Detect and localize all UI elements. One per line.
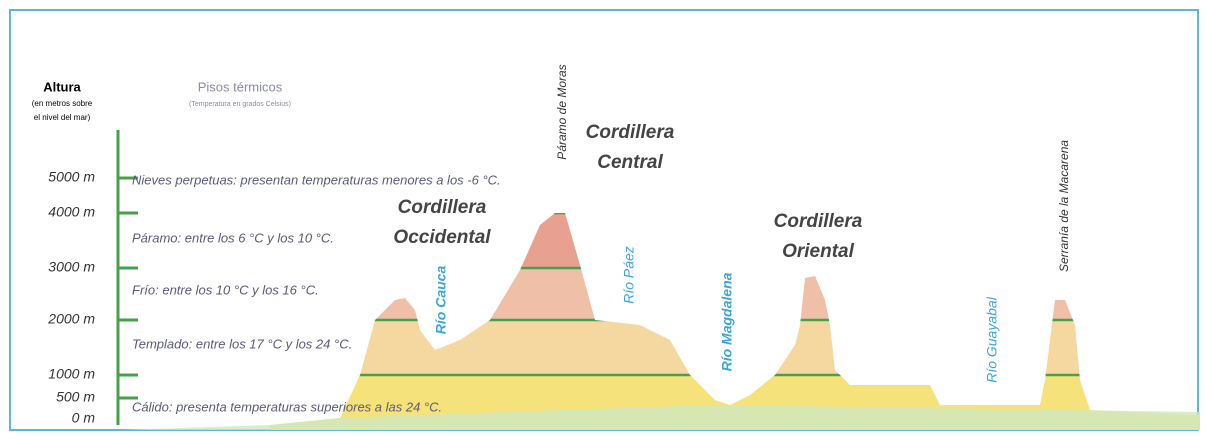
lowland [120, 405, 1200, 430]
altitude-label: 5000 m [48, 169, 95, 185]
range-label: Cordillera [398, 197, 487, 218]
floor-label: Cálido: presenta temperaturas superiores… [132, 399, 442, 414]
axis-title: Altura [43, 79, 81, 94]
peak-label: Serranía de la Macarena [1057, 140, 1071, 272]
range-label: Occidental [393, 227, 491, 248]
altitude-label: 1000 m [48, 366, 95, 382]
river-label: Río Guayabal [984, 296, 1000, 382]
peak-label: Páramo de Moras [555, 64, 569, 159]
range-label: Cordillera [586, 122, 675, 143]
axis-subtitle: el nivel del mar) [34, 113, 91, 122]
axis-subtitle: (en metros sobre [32, 99, 93, 108]
floors-title: Pisos térmicos [198, 79, 283, 94]
floor-label: Páramo: entre los 6 °C y los 10 °C. [132, 230, 334, 245]
ticks [118, 176, 138, 400]
floor-label: Frío: entre los 10 °C y los 16 °C. [132, 282, 319, 297]
floor-label: Nieves perpetuas: presentan temperaturas… [132, 172, 501, 187]
range-label: Central [597, 152, 663, 173]
floor-label: Templado: entre los 17 °C y los 24 °C. [132, 336, 352, 351]
altitude-label: 500 m [56, 389, 95, 405]
river-label: Río Páez [621, 246, 637, 304]
altitude-label: 3000 m [48, 259, 95, 275]
river-label: Río Cauca [433, 266, 449, 335]
altitude-label: 0 m [72, 410, 96, 426]
altitude-label: 4000 m [48, 204, 95, 220]
river-label: Río Magdalena [719, 272, 735, 371]
range-label: Oriental [782, 241, 855, 262]
range-label: Cordillera [774, 211, 863, 232]
altitude-label: 2000 m [47, 311, 95, 327]
floors-subtitle: (Temperatura en grados Celsius) [189, 101, 291, 108]
